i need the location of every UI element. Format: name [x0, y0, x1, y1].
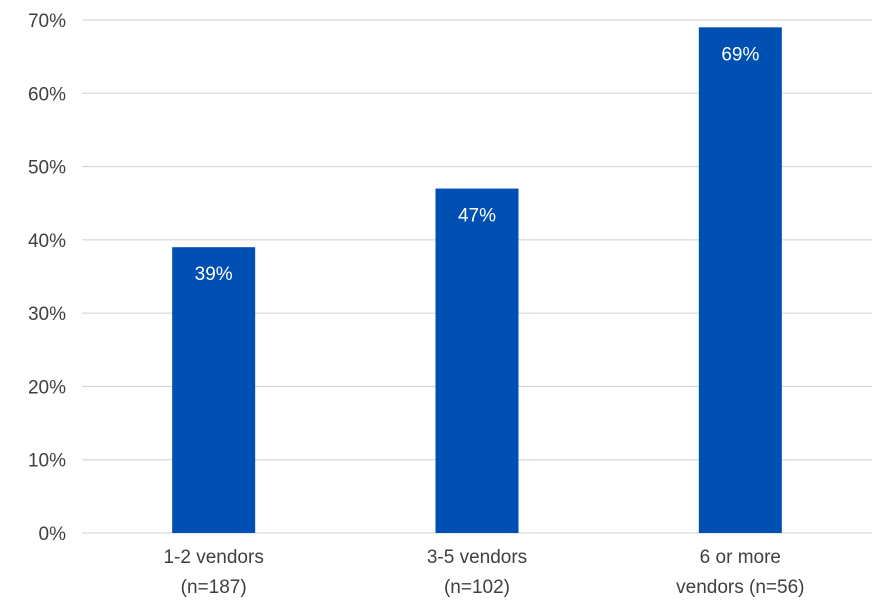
- y-tick-label: 50%: [28, 158, 66, 179]
- y-tick-label: 60%: [28, 84, 66, 105]
- bars: [172, 27, 782, 534]
- x-category-label: (n=187): [181, 577, 247, 598]
- bar: [698, 27, 782, 533]
- x-category-label: 6 or more: [700, 547, 781, 568]
- bar-value-label: 39%: [195, 264, 233, 285]
- bar-value-label: 47%: [458, 206, 496, 227]
- bar-value-label: 69%: [721, 44, 759, 65]
- bar: [172, 247, 256, 533]
- y-tick-label: 10%: [28, 451, 66, 472]
- y-tick-label: 70%: [28, 11, 66, 32]
- x-category-label: 1-2 vendors: [163, 547, 263, 568]
- y-tick-label: 40%: [28, 231, 66, 252]
- y-tick-label: 0%: [39, 524, 67, 545]
- y-axis-tick-labels: 0% 10% 20% 30% 40% 50% 60% 70%: [28, 11, 66, 545]
- y-tick-label: 30%: [28, 304, 66, 325]
- x-category-label: (n=102): [444, 577, 510, 598]
- y-tick-label: 20%: [28, 377, 66, 398]
- bar: [435, 188, 519, 534]
- x-category-label: 3-5 vendors: [427, 547, 527, 568]
- x-category-label: vendors (n=56): [676, 577, 804, 598]
- x-axis-category-labels: 1-2 vendors (n=187) 3-5 vendors (n=102) 6 or…: [163, 547, 804, 598]
- bar-value-labels: 39% 47% 69%: [195, 44, 760, 285]
